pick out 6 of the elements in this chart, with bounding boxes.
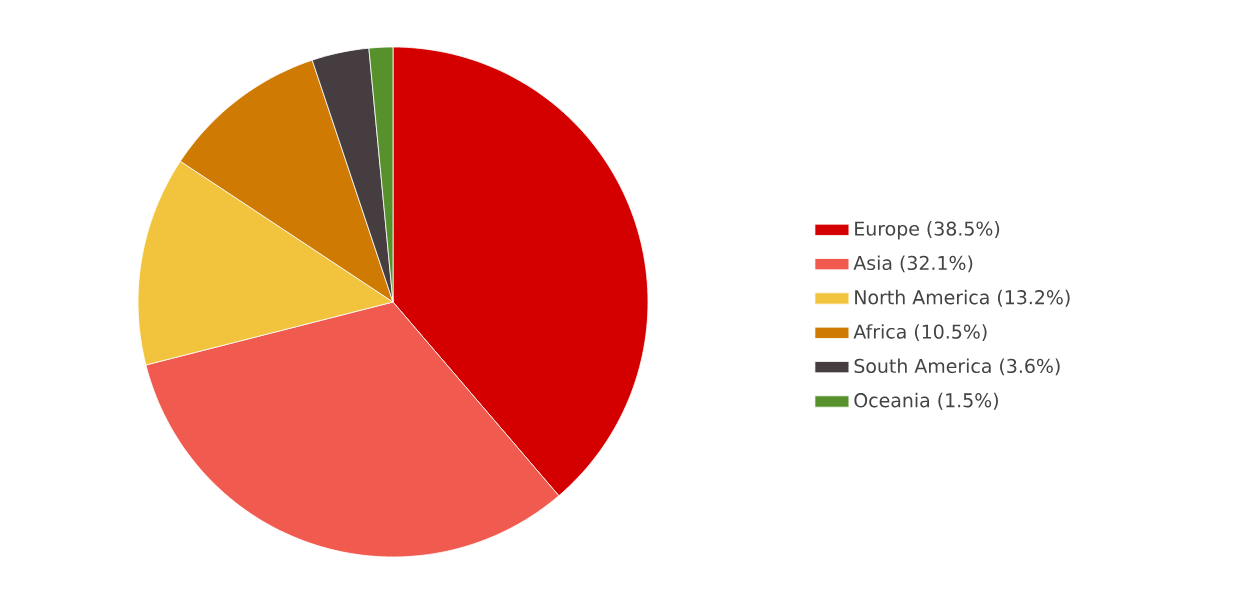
legend-label: Europe (38.5%) (855, 221, 1000, 240)
legend-label: North America (13.2%) (855, 289, 1070, 307)
legend-label: Oceania (1.5%) (854, 392, 998, 410)
legend-label: Asia (32.1%) (853, 255, 973, 273)
legend-label: Africa (10.5%) (853, 324, 987, 341)
legend-label: South America (3.6%) (854, 358, 1060, 376)
